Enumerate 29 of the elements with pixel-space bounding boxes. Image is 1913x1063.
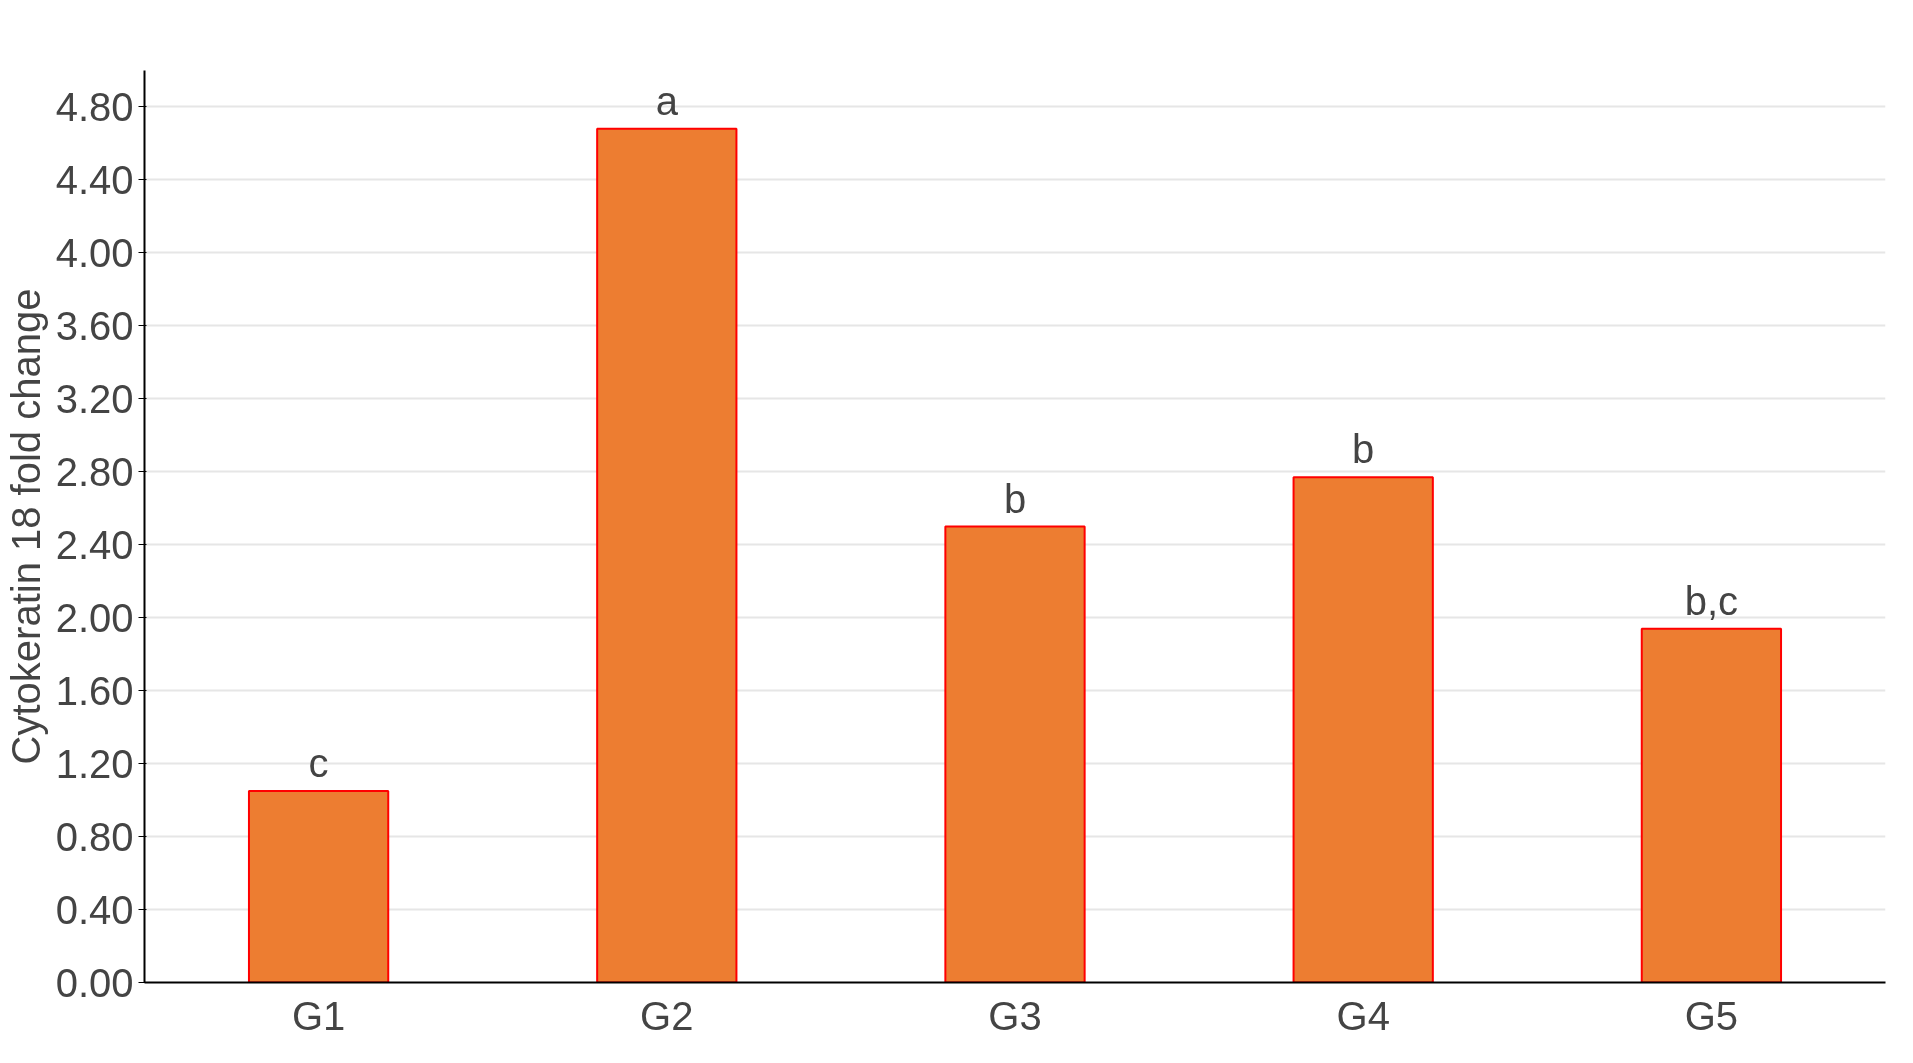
y-tick-label: 2.80 [55, 449, 134, 494]
x-tick-label: G5 [1684, 993, 1739, 1038]
y-tick-label: 4.80 [55, 84, 134, 129]
x-tick-label: G4 [1336, 993, 1390, 1038]
y-tick-label: 0.00 [55, 960, 134, 1005]
y-tick-label: 2.00 [55, 595, 134, 640]
x-tick-label: G3 [988, 993, 1042, 1038]
bar [944, 525, 1086, 983]
y-tick-label: 1.60 [55, 668, 134, 713]
annotation: b,c [1684, 578, 1739, 623]
bar [247, 789, 390, 983]
y-tick-label: 3.20 [55, 376, 134, 421]
y-axis-title: Cytokeratin 18 fold change [3, 288, 48, 765]
x-tick-label: G1 [291, 993, 346, 1038]
y-tick-label: 1.20 [55, 741, 134, 786]
y-tick-label: 0.80 [55, 814, 134, 859]
x-tick-label: G2 [640, 993, 694, 1038]
bar [1640, 627, 1783, 983]
annotation: b [1003, 476, 1027, 521]
y-tick-label: 4.40 [55, 157, 134, 202]
y-tick-label: 3.60 [55, 303, 134, 348]
annotation: a [655, 78, 679, 123]
y-tick-label: 2.40 [55, 522, 134, 567]
annotation: b [1352, 427, 1375, 472]
y-tick-label: 4.00 [55, 230, 134, 275]
y-tick-label: 0.40 [55, 887, 134, 932]
bar [596, 127, 738, 983]
bar [1292, 476, 1434, 983]
annotation: c [308, 740, 329, 785]
